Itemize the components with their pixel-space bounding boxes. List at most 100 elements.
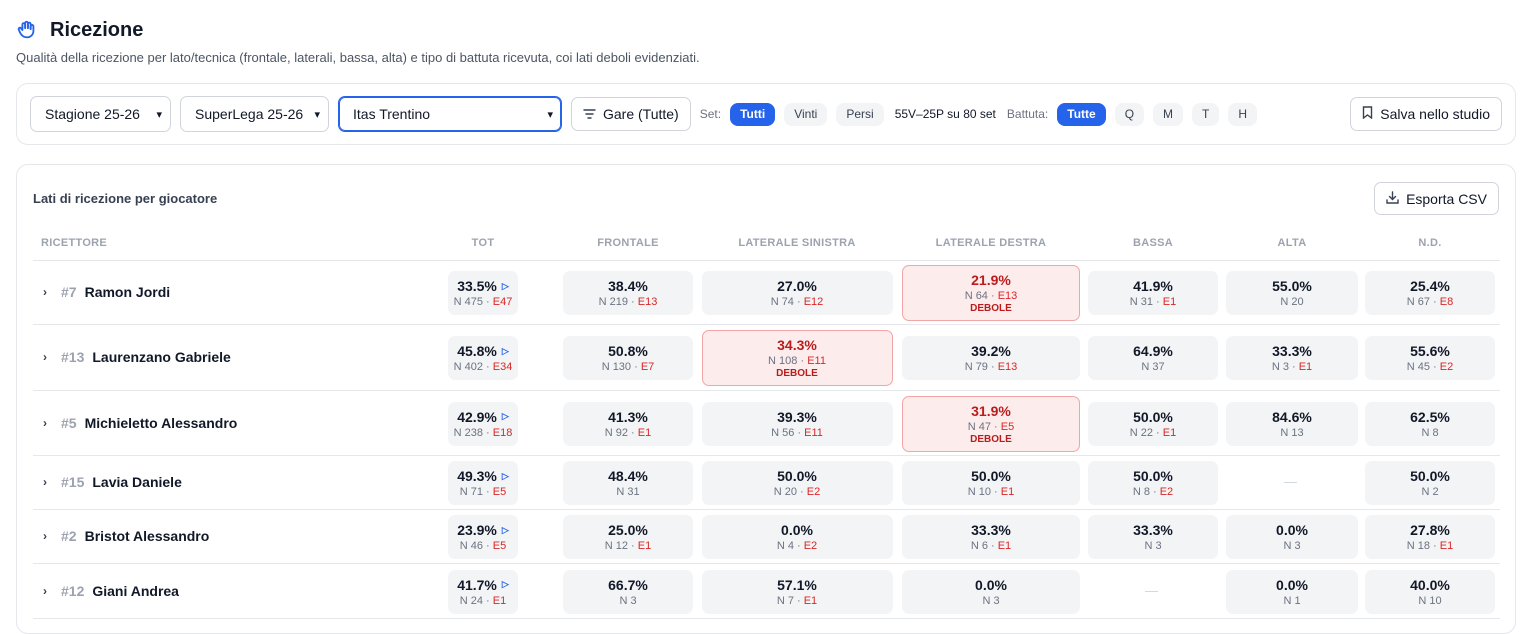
- serve-option-t[interactable]: T: [1192, 102, 1220, 126]
- stat-cell: 84.6% N 13: [1226, 401, 1358, 446]
- chevron-right-icon[interactable]: ›: [43, 583, 47, 598]
- table-row[interactable]: › #2 Bristot Alessandro 23.9% ▷ N 46 · E5 25.0…: [33, 510, 1500, 564]
- serve-option-q[interactable]: Q: [1114, 102, 1145, 126]
- play-icon[interactable]: ▷: [501, 524, 509, 535]
- error-count: E2: [806, 486, 821, 498]
- player-name[interactable]: › #15 Lavia Daniele: [43, 474, 182, 490]
- stat-cell: 50.0% N 20 · E2: [701, 461, 893, 505]
- stat-percentage: 50.0%: [777, 468, 817, 484]
- stat-count: N 79 · E13: [964, 361, 1018, 373]
- table-row[interactable]: › #7 Ramon Jordi 33.5% ▷ N 475 · E47 38.4% N 21…: [33, 261, 1500, 325]
- stat-count: N 3: [1144, 540, 1162, 552]
- stat-count: N 10 · E1: [967, 486, 1015, 498]
- page-header: Ricezione Qualità della ricezione per la…: [16, 18, 1510, 66]
- stat-count: N 92 · E1: [604, 426, 652, 439]
- team-select-value: Itas Trentino: [353, 106, 431, 122]
- stat-count: N 238 · E18: [453, 426, 513, 439]
- table-row[interactable]: › #5 Michieletto Alessandro 42.9% ▷ N 238 · E…: [33, 391, 1500, 456]
- stat-percentage: 25.4%: [1410, 278, 1450, 294]
- player-name[interactable]: › #2 Bristot Alessandro: [43, 528, 209, 544]
- stat-percentage: 49.3% ▷: [457, 468, 509, 484]
- export-csv-button[interactable]: Esporta CSV: [1374, 182, 1499, 215]
- stat-cell: 25.4% N 67 · E8: [1365, 271, 1495, 315]
- stat-percentage: 33.3%: [1272, 343, 1312, 359]
- stat-cell: 41.9% N 31 · E1: [1088, 271, 1218, 315]
- stat-cell: 0.0% N 4 · E2: [701, 515, 893, 559]
- league-select[interactable]: SuperLega 25-26 ▾: [180, 96, 329, 132]
- play-icon[interactable]: ▷: [501, 411, 509, 421]
- set-option-won[interactable]: Vinti: [784, 102, 828, 126]
- stat-count: N 7 · E1: [776, 594, 818, 607]
- stat-percentage: 0.0%: [1276, 522, 1308, 538]
- stat-count: N 475 · E47: [453, 296, 513, 308]
- chevron-right-icon[interactable]: ›: [43, 285, 47, 299]
- play-icon[interactable]: ▷: [501, 470, 509, 481]
- serve-option-m[interactable]: M: [1153, 102, 1184, 126]
- save-to-study-button[interactable]: Salva nello studio: [1350, 97, 1502, 131]
- stat-cell: 23.9% ▷ N 46 · E5: [448, 515, 518, 559]
- stat-cell: 42.9% ▷ N 238 · E18: [448, 401, 518, 446]
- stat-cell-weak: 34.3% N 108 · E11 DEBOLE: [701, 330, 893, 386]
- stat-percentage: 25.0%: [608, 522, 648, 538]
- stat-count: N 31 · E1: [1129, 296, 1177, 308]
- stat-cell: 33.3% N 3 · E1: [1226, 336, 1358, 380]
- matches-filter-button[interactable]: Gare (Tutte): [571, 97, 691, 131]
- column-header: BASSA: [1132, 237, 1173, 249]
- stat-cell: 38.4% N 219 · E13: [563, 271, 693, 315]
- stat-count: N 108 · E11: [768, 355, 826, 367]
- error-count: E13: [997, 361, 1018, 373]
- error-count: E34: [492, 361, 513, 373]
- chevron-right-icon[interactable]: ›: [43, 475, 47, 489]
- stat-percentage: 57.1%: [777, 576, 817, 593]
- player-number: #12: [61, 582, 85, 599]
- stat-count: N 219 · E13: [598, 296, 658, 308]
- column-header: LATERALE DESTRA: [935, 237, 1047, 249]
- set-option-lost[interactable]: Persi: [836, 102, 884, 126]
- player-name-text: Giani Andrea: [92, 582, 179, 599]
- player-name[interactable]: › #13 Laurenzano Gabriele: [43, 349, 231, 365]
- league-select-value: SuperLega 25-26: [195, 106, 304, 122]
- player-name[interactable]: › #12 Giani Andrea: [43, 583, 179, 599]
- serve-option-all[interactable]: Tutte: [1057, 102, 1106, 126]
- stat-count: N 3: [1283, 540, 1301, 552]
- player-name[interactable]: › #7 Ramon Jordi: [43, 284, 170, 300]
- chevron-right-icon[interactable]: ›: [43, 415, 47, 430]
- season-select[interactable]: Stagione 25-26 ▾: [30, 96, 171, 132]
- error-count: E5: [1000, 420, 1015, 433]
- stat-percentage: 48.4%: [608, 468, 648, 484]
- error-count: E13: [637, 296, 658, 308]
- chevron-right-icon[interactable]: ›: [43, 529, 47, 543]
- stat-cell: 39.2% N 79 · E13: [902, 336, 1080, 380]
- stat-percentage: 62.5%: [1410, 408, 1450, 425]
- error-count: E1: [1298, 361, 1313, 373]
- team-select[interactable]: Itas Trentino ▾: [338, 96, 562, 132]
- stat-percentage: 50.0%: [1133, 468, 1173, 484]
- chevron-right-icon[interactable]: ›: [43, 350, 47, 364]
- stat-cell: 50.8% N 130 · E7: [563, 336, 693, 380]
- stat-percentage: 27.8%: [1410, 522, 1450, 538]
- stat-percentage: 41.9%: [1133, 278, 1173, 294]
- set-option-all[interactable]: Tutti: [730, 102, 776, 126]
- stat-percentage: 39.3%: [777, 408, 817, 425]
- stat-count: N 37: [1141, 361, 1165, 373]
- empty-cell: —: [1284, 474, 1297, 489]
- play-icon[interactable]: ▷: [501, 345, 509, 356]
- player-name[interactable]: › #5 Michieletto Alessandro: [43, 415, 237, 431]
- serve-option-h[interactable]: H: [1228, 102, 1258, 126]
- play-icon[interactable]: ▷: [501, 280, 509, 291]
- stat-percentage: 64.9%: [1133, 343, 1173, 359]
- stat-cell: 41.7% ▷ N 24 · E1: [448, 569, 518, 614]
- table-row[interactable]: › #13 Laurenzano Gabriele 45.8% ▷ N 402 · E34…: [33, 325, 1500, 391]
- stat-count: N 20 · E2: [773, 486, 821, 498]
- stat-count: N 3: [619, 594, 637, 607]
- column-header: RICETTORE: [41, 237, 108, 249]
- player-number: #13: [61, 349, 85, 365]
- play-icon[interactable]: ▷: [501, 579, 509, 589]
- stat-percentage: 55.0%: [1272, 278, 1312, 294]
- player-number: #15: [61, 474, 85, 490]
- stat-percentage: 33.3%: [1133, 522, 1173, 538]
- stat-count: N 8 · E2: [1132, 486, 1174, 498]
- bookmark-icon: [1362, 106, 1373, 122]
- table-row[interactable]: › #15 Lavia Daniele 49.3% ▷ N 71 · E5 48.4% N 3…: [33, 456, 1500, 510]
